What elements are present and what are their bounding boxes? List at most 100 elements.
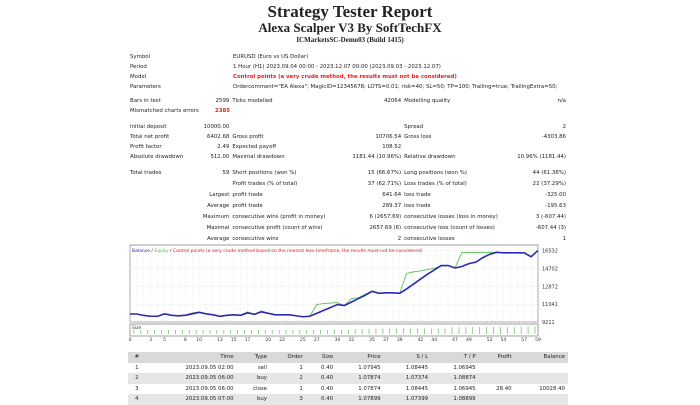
- table-cell: 2023.09.05 06:00: [185, 385, 234, 392]
- parameters-row: Parameters Ordercomment="EA Alexa"; Magic…: [130, 82, 566, 92]
- plot-area: [129, 244, 539, 323]
- stat-label: [130, 234, 202, 244]
- stats-row: Profit factor 2.49 Expected payoff 108.52: [130, 142, 566, 152]
- y-tick-label: 14702: [542, 266, 558, 272]
- x-tick-label: 13: [217, 337, 223, 343]
- stat-value: 641.64: [382, 192, 402, 198]
- table-cell: [478, 373, 515, 384]
- stat-value: Average: [207, 203, 230, 209]
- balance-line: [130, 249, 539, 318]
- server-build: ICMarketsSC-Demo03 (Build 1415): [296, 36, 404, 44]
- table-cell: 1: [299, 364, 303, 371]
- stat-label: [130, 179, 202, 189]
- stat-value: 3 (-607.44): [535, 214, 566, 220]
- stat-value: 37 (62.71%): [367, 181, 402, 187]
- table-cell: [515, 363, 568, 374]
- label: Modelling quality: [404, 98, 451, 104]
- model-row: Model Control points (a very crude method…: [130, 72, 566, 82]
- x-tick-label: 35: [369, 337, 375, 343]
- x-tick-label: 27: [314, 337, 320, 343]
- symbol-value: EURUSD (Euro vs US Dollar): [233, 54, 309, 60]
- x-tick-label: 44: [431, 337, 437, 343]
- table-cell: 4: [128, 394, 146, 405]
- mismatch-row: Mismatched charts errors 2385: [130, 106, 566, 116]
- parameters-value: Ordercomment="EA Alexa"; MagicID=1234567…: [233, 84, 558, 90]
- x-tick-label: 15: [231, 337, 237, 343]
- stats-row: Total trades 59 Short positions (won %) 15 …: [130, 168, 566, 178]
- table-cell: 1: [135, 364, 139, 371]
- column-header: Order: [270, 352, 306, 363]
- stat-value: 2.49: [217, 144, 230, 150]
- x-tick-label: 3: [149, 337, 152, 343]
- size-label: Size: [132, 325, 141, 331]
- table-row: 3 2023.09.05 06:00 close 1 0.40 1.07874 1.0844…: [128, 384, 568, 395]
- stat-label: Gross loss: [404, 134, 432, 140]
- stat-label: Short positions (won %): [232, 170, 297, 176]
- label: Ticks modelled: [232, 98, 273, 104]
- table-cell: 1.06945: [453, 364, 476, 371]
- stat-label: Gross profit: [232, 134, 264, 140]
- y-tick-label: 16532: [542, 249, 558, 255]
- stat-value: 59: [222, 170, 230, 176]
- x-tick-label: 10: [196, 337, 202, 343]
- stat-value: 2: [397, 236, 402, 242]
- period-row: Period 1 Hour (H1) 2023.09.04 00:00 - 202…: [130, 62, 566, 72]
- x-tick-label: 8: [184, 337, 187, 343]
- stats-row: Largest profit trade 641.64 loss trade -325.…: [130, 190, 566, 200]
- stat-value: -4303.86: [541, 134, 566, 140]
- label: Symbol: [130, 54, 151, 60]
- table-row: 2 2023.09.05 06:00 buy 2 0.40 1.07874 1.07374 1…: [128, 373, 568, 384]
- table-cell: buy: [236, 373, 270, 384]
- stat-value: 2: [562, 124, 566, 130]
- stat-value: 22 (37.29%): [532, 181, 566, 187]
- stat-value: 1: [562, 236, 566, 242]
- x-tick-label: 49: [466, 337, 472, 343]
- stat-label: [130, 190, 202, 200]
- column-header: Size: [305, 352, 337, 363]
- table-cell: 2023.09.05 06:00: [145, 373, 237, 384]
- stat-label: [130, 223, 202, 233]
- x-tick-label: 37: [383, 337, 389, 343]
- stat-value: 6 (2657.69): [369, 214, 402, 220]
- x-tick-label: 54: [501, 337, 507, 343]
- table-cell: 0.40: [321, 385, 334, 392]
- value: 2385: [214, 108, 230, 114]
- stat-label: consecutive wins (profit in money): [232, 214, 326, 220]
- stat-value: Largest: [209, 192, 230, 198]
- stat-value: [513, 142, 566, 152]
- value: 42064: [383, 98, 402, 104]
- value: n/a: [557, 98, 566, 104]
- legend-note: Control points (a very crude method base…: [173, 248, 423, 254]
- table-cell: 1.07874: [358, 385, 381, 392]
- stat-value: 289.37: [382, 203, 402, 209]
- table-cell: 0.40: [305, 373, 337, 384]
- stat-value: 10706.54: [375, 134, 402, 140]
- y-tick-label: 9211: [542, 320, 555, 326]
- x-tick-label: 20: [265, 337, 271, 343]
- x-tick-label: 32: [348, 337, 354, 343]
- label: Bars in test: [130, 98, 161, 104]
- legend-balance: Balance: [132, 248, 150, 254]
- table-cell: close: [253, 385, 267, 392]
- label: Mismatched charts errors: [130, 108, 199, 114]
- stat-label: [130, 212, 202, 222]
- stats-row: Total net profit 6402.68 Gross profit 10706…: [130, 132, 566, 142]
- stat-value: [202, 179, 230, 189]
- stat-value: Maximum: [202, 214, 230, 220]
- x-tick-label: 42: [418, 337, 424, 343]
- stats-row: Initial deposit 10000.00 Spread 2: [130, 122, 566, 132]
- label: Period: [130, 64, 147, 70]
- table-cell: 1.08445: [405, 385, 429, 392]
- table-cell: [514, 394, 568, 405]
- stat-value: 15 (66.67%): [367, 170, 402, 176]
- table-cell: 2: [128, 373, 146, 384]
- column-header: S / L: [383, 352, 432, 363]
- table-cell: buy: [236, 394, 270, 405]
- stat-value: -607.44 (3): [535, 225, 566, 231]
- stat-label: Profit trades (% of total): [232, 181, 298, 187]
- stat-label: loss trade: [404, 192, 431, 198]
- stat-value: Average: [207, 236, 230, 242]
- stat-value: Maximal: [206, 225, 230, 231]
